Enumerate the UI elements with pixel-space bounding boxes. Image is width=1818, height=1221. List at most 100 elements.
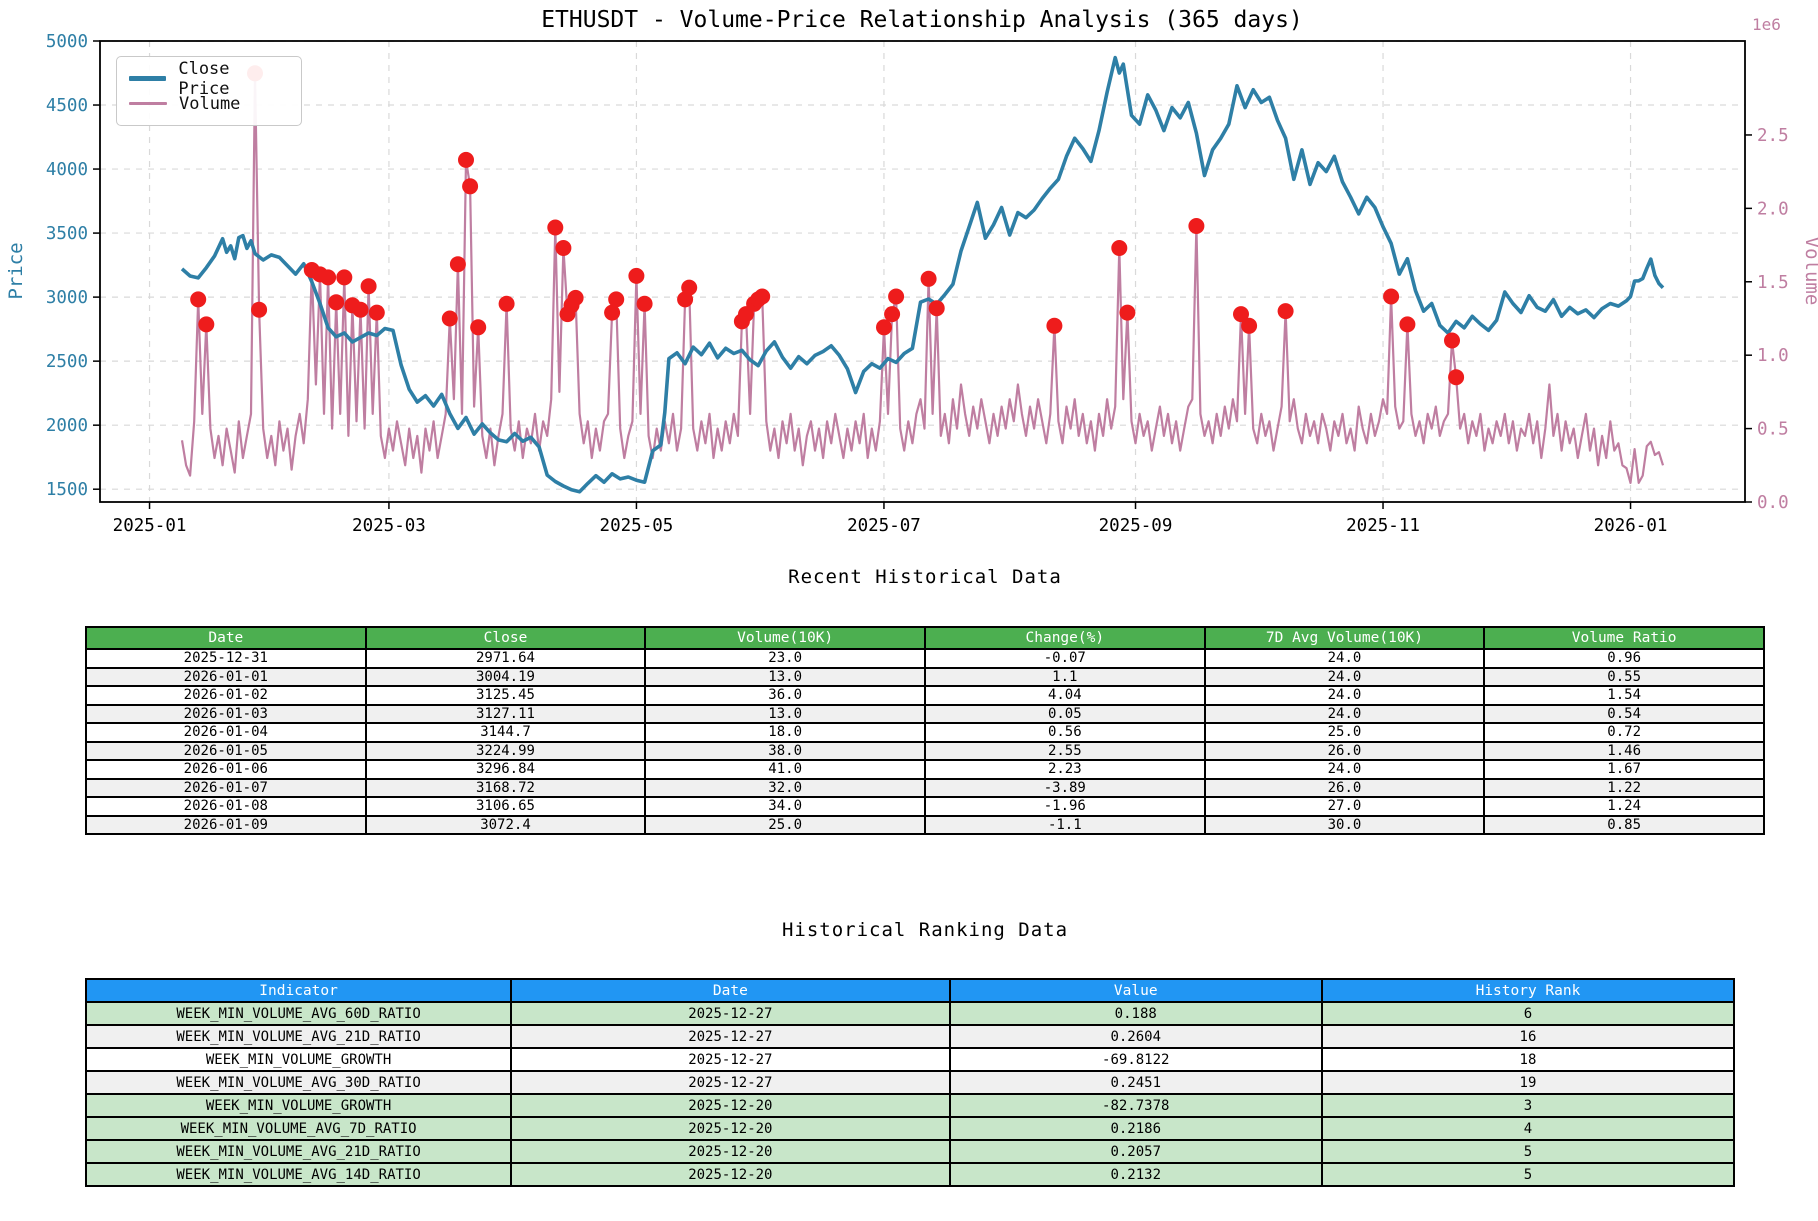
table-cell: 3296.84	[364, 759, 647, 780]
table-cell: 3127.11	[364, 703, 647, 724]
volume-spike-dot	[567, 289, 584, 306]
table-cell: 13.0	[644, 666, 926, 687]
table-cell: 2971.64	[364, 648, 647, 669]
table-cell: 0.55	[1483, 666, 1765, 687]
table-cell: 26.0	[1203, 740, 1486, 761]
table-cell: 34.0	[644, 796, 926, 817]
table-row: WEEK_MIN_VOLUME_AVG_30D_RATIO 2025-12-27 0…	[84, 1070, 1736, 1095]
table-cell: 1.1	[923, 666, 1206, 687]
table-cell: 26.0	[1203, 777, 1486, 798]
table-cell: 0.85	[1483, 814, 1765, 835]
table-cell: 6	[1320, 1001, 1736, 1026]
table-cell: WEEK_MIN_VOLUME_AVG_7D_RATIO	[84, 1116, 513, 1141]
table-cell: 18	[1320, 1047, 1736, 1072]
table-row: 2026-01-02 3125.45 36.0 4.04 24.0 1.54	[85, 685, 1765, 706]
table-header-row: Date Close Volume(10K) Change(%) 7D Avg Volu…	[85, 626, 1765, 650]
table-cell: -69.8122	[948, 1047, 1323, 1072]
table-cell: 2026-01-08	[85, 796, 367, 817]
table-cell: 23.0	[644, 648, 926, 669]
volume-axis-label: Volume	[1801, 237, 1818, 306]
table-row: 2026-01-06 3296.84 41.0 2.23 24.0 1.67	[85, 759, 1765, 780]
x-tick-label: 2026-01	[1594, 516, 1668, 536]
recent-data-section-title: Recent Historical Data	[788, 566, 1062, 588]
volume-spike-dot	[190, 291, 207, 308]
volume-spike-dot	[636, 295, 653, 312]
table-cell: 41.0	[644, 759, 926, 780]
table-cell: 2.55	[923, 740, 1206, 761]
table-cell: 38.0	[644, 740, 926, 761]
table-cell: 2025-12-20	[510, 1116, 951, 1141]
x-tick-label: 2025-07	[847, 516, 921, 536]
price-tick-label: 3000	[46, 288, 88, 308]
table-row: 2026-01-08 3106.65 34.0 -1.96 27.0 1.24	[85, 796, 1765, 817]
table-cell: 3	[1320, 1093, 1736, 1118]
volume-spike-dot	[198, 316, 215, 333]
table-row: 2026-01-04 3144.7 18.0 0.56 25.0 0.72	[85, 722, 1765, 743]
volume-tick-label: 1.5	[1757, 273, 1789, 293]
table-row: WEEK_MIN_VOLUME_AVG_7D_RATIO 2025-12-20 0.…	[84, 1116, 1736, 1141]
volume-spike-dot	[876, 319, 892, 336]
table-row: 2026-01-01 3004.19 13.0 1.1 24.0 0.55	[85, 666, 1765, 687]
volume-spike-dot	[884, 306, 901, 323]
table-cell: 2026-01-03	[85, 703, 367, 724]
table-cell: 18.0	[644, 722, 926, 743]
table-cell: 0.2604	[948, 1024, 1323, 1049]
volume-spike-dot	[608, 291, 625, 308]
table-cell: 2025-12-20	[510, 1139, 951, 1164]
table-row: WEEK_MIN_VOLUME_AVG_60D_RATIO 2025-12-27 0…	[84, 1001, 1736, 1026]
table-cell: WEEK_MIN_VOLUME_GROWTH	[84, 1047, 513, 1072]
volume-spike-dot	[1119, 304, 1136, 321]
column-header: Indicator	[84, 978, 513, 1003]
volume-price-chart: 1500 2000 2500 3000 3500 4000 4500 5000 0.0 0.5 1.…	[5, 7, 1818, 536]
table-row: 2026-01-03 3127.11 13.0 0.05 24.0 0.54	[85, 703, 1765, 724]
volume-tick-label: 1.0	[1757, 346, 1789, 366]
column-header: 7D Avg Volume(10K)	[1203, 626, 1486, 650]
table-cell: 3168.72	[364, 777, 647, 798]
table-cell: 0.2186	[948, 1116, 1323, 1141]
column-header: Volume Ratio	[1483, 626, 1765, 650]
table-row: WEEK_MIN_VOLUME_GROWTH 2025-12-20 -82.7378…	[84, 1093, 1736, 1118]
table-cell: WEEK_MIN_VOLUME_AVG_30D_RATIO	[84, 1070, 513, 1095]
table-cell: -1.1	[923, 814, 1206, 835]
table-cell: 2026-01-09	[85, 814, 367, 835]
volume-spike-dot	[251, 301, 268, 318]
table-cell: 27.0	[1203, 796, 1486, 817]
legend-label-volume: Volume	[179, 93, 241, 114]
volume-spike-dot	[441, 310, 458, 327]
table-cell: 16	[1320, 1024, 1736, 1049]
table-cell: 2025-12-31	[85, 648, 367, 669]
volume-spike-dot	[1241, 317, 1258, 334]
volume-spike-dot	[1188, 218, 1205, 234]
table-cell: 0.56	[923, 722, 1206, 743]
table-cell: 24.0	[1203, 666, 1486, 687]
table-cell: 24.0	[1203, 703, 1486, 724]
table-cell: 25.0	[1203, 722, 1486, 743]
table-row: 2025-12-31 2971.64 23.0 -0.07 24.0 0.96	[85, 648, 1765, 669]
price-tick-label: 2500	[46, 352, 88, 372]
volume-spike-dot	[888, 288, 905, 305]
volume-line	[180, 72, 1665, 484]
volume-scale-note: 1e6	[1752, 15, 1781, 34]
table-cell: 2026-01-06	[85, 759, 367, 780]
chart-area: 1500 2000 2500 3000 3500 4000 4500 5000 0.0 0.5 1.…	[0, 0, 1818, 560]
recent-historical-table: Date Close Volume(10K) Change(%) 7D Avg Volu…	[85, 626, 1765, 835]
volume-spike-dot	[1046, 317, 1063, 334]
table-cell: 2026-01-04	[85, 722, 367, 743]
table-cell: 32.0	[644, 777, 926, 798]
table-cell: 3004.19	[364, 666, 647, 687]
table-cell: 3072.4	[364, 814, 647, 835]
table-cell: 3224.99	[364, 740, 647, 761]
column-header: History Rank	[1320, 978, 1736, 1003]
table-row: WEEK_MIN_VOLUME_GROWTH 2025-12-27 -69.8122…	[84, 1047, 1736, 1072]
table-cell: 2025-12-20	[510, 1093, 951, 1118]
volume-spike-dot	[928, 300, 945, 317]
table-row: 2026-01-07 3168.72 32.0 -3.89 26.0 1.22	[85, 777, 1765, 798]
table-cell: 24.0	[1203, 648, 1486, 669]
volume-spike-dot	[681, 279, 698, 296]
table-cell: 2025-12-27	[510, 1001, 951, 1026]
volume-spike-dot	[1111, 240, 1128, 256]
column-header: Date	[85, 626, 367, 650]
volume-spike-dot	[1399, 316, 1416, 333]
table-cell: 2026-01-05	[85, 740, 367, 761]
table-row: 2026-01-05 3224.99 38.0 2.55 26.0 1.46	[85, 740, 1765, 761]
